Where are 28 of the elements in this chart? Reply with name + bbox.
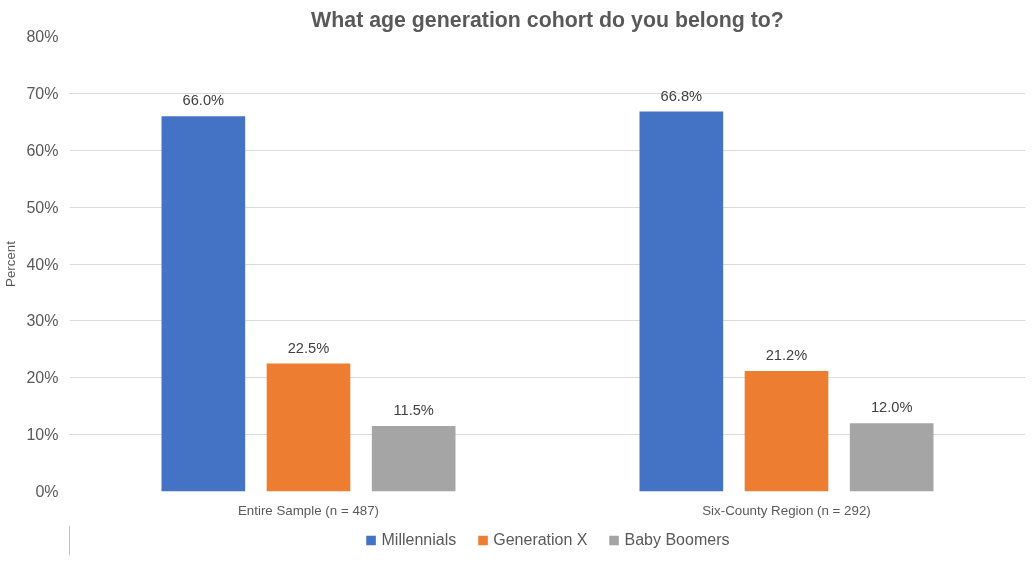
bar [266,363,351,492]
y-tick-label: 0% [35,483,59,500]
chart-title: What age generation cohort do you belong to? [311,7,784,32]
bar [161,116,246,492]
y-tick-label: 30% [26,312,59,330]
bar [639,111,724,492]
y-tick-label: 70% [26,84,59,102]
data-label: 21.2% [765,346,808,363]
y-tick-label: 20% [26,369,59,387]
data-label: 22.5% [287,339,330,356]
bar [744,370,829,492]
x-tick-label: Entire Sample (n = 487) [237,502,380,518]
legend-label: Baby Boomers [624,531,730,549]
y-axis-title: Percent [3,240,19,287]
x-tick-label: Six-County Region (n = 292) [702,502,871,518]
y-tick-label: 50% [26,198,59,216]
y-tick-label: 40% [26,255,59,273]
legend-label: Generation X [493,531,588,549]
bar [371,426,456,492]
legend-label: Millennials [381,531,457,549]
bar [849,423,934,492]
data-label: 66.0% [182,92,225,109]
data-label: 11.5% [393,402,434,419]
data-label: 66.8% [660,87,703,104]
y-tick-label: 60% [26,141,59,159]
data-label: 12.0% [870,399,913,416]
y-tick-label: 10% [26,426,59,444]
y-tick-label: 80% [26,28,59,45]
